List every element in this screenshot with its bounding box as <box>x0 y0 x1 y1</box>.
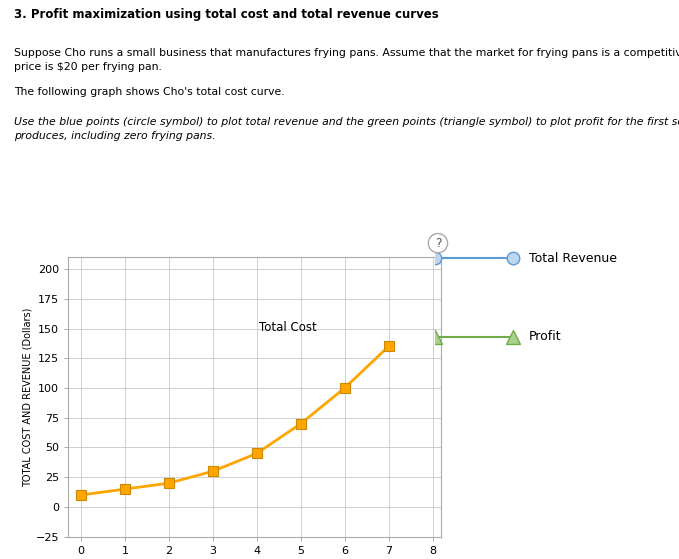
Text: Total Revenue: Total Revenue <box>529 252 617 265</box>
Text: The following graph shows Cho's total cost curve.: The following graph shows Cho's total co… <box>14 87 285 97</box>
Text: Total Cost: Total Cost <box>259 321 317 334</box>
Text: Suppose Cho runs a small business that manufactures frying pans. Assume that the: Suppose Cho runs a small business that m… <box>14 48 679 72</box>
Text: Profit: Profit <box>529 330 562 343</box>
Text: 3. Profit maximization using total cost and total revenue curves: 3. Profit maximization using total cost … <box>14 8 439 21</box>
Text: ?: ? <box>435 236 441 250</box>
Text: Use the blue points (circle symbol) to plot total revenue and the green points (: Use the blue points (circle symbol) to p… <box>14 117 679 141</box>
Y-axis label: TOTAL COST AND REVENUE (Dollars): TOTAL COST AND REVENUE (Dollars) <box>22 307 33 486</box>
